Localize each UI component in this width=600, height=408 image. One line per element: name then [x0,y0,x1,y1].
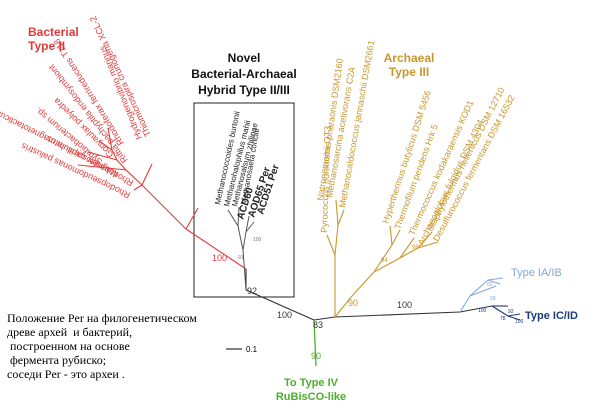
taxon-label: Pyrococcus horikoshii OT3 [319,126,333,233]
bootstrap-value: 100 [212,253,227,263]
bootstrap-value: 92 [247,286,257,296]
bootstrap-value: 100 [277,310,292,320]
type-ia-ib-label: Type IA/IB [511,267,562,279]
bootstrap-value: 90 [348,298,358,308]
bacterial-taxa: Thiomicrospira crunogena XCL-2 Hydrogeno… [0,14,153,200]
bacterial-branches [77,127,247,270]
type1-branches [459,277,521,321]
hybrid-taxa: Methanococcoides burtonii Methanohalophi… [213,110,282,221]
caption-line: построенном на основе [7,339,130,353]
bootstrap-value: 100 [478,308,487,314]
archaeal-group-label-line2: Type III [389,65,429,79]
bootstrap-value: 82 [487,282,493,288]
type4-label-line2: RuBisCO-like [276,391,346,403]
bacterial-stem [185,228,247,270]
bootstrap-values: 100 92 100 83 90 90 100 94 98 91 100 99 … [212,237,524,361]
type4-branch [313,319,317,367]
hybrid-group-label-line1: Novel [228,51,261,65]
bootstrap-value: 92 [508,309,514,315]
bootstrap-value: 90 [311,351,321,361]
caption-line: фермента рубиско; [7,353,107,367]
bootstrap-value: 100 [253,237,262,243]
type-ic-id-label: Type IC/ID [525,310,578,322]
archaeal-group-label-line1: Archaeal [384,51,435,65]
bacterial-group-label-line1: Bacterial [28,25,79,39]
bootstrap-value: 100 [397,300,412,310]
hybrid-group-label-line3: Hybrid Type II/III [198,83,290,97]
russian-caption: Положение Per на филогенетическом древе … [7,311,247,381]
archaeal-branches [326,199,439,318]
caption-line: Положение Per на филогенетическом [7,311,197,325]
bootstrap-value: 78 [500,316,506,322]
bacterial-group-label-line2: Type II [28,39,65,53]
hybrid-group-label-line2: Bacterial-Archaeal [191,67,296,81]
caption-line: соседи Per - это археи . [7,367,125,381]
backbone-branches [245,269,461,321]
bootstrap-value: 98 [412,245,419,251]
scale-bar-label: 0.1 [246,345,258,354]
hybrid-branches [227,206,255,291]
bootstrap-value: 91 [238,255,244,261]
bootstrap-value: 83 [313,320,323,330]
bootstrap-value: 99 [490,296,496,302]
type4-label-line1: To Type IV [284,377,339,389]
hybrid-clade-box [193,102,295,298]
caption-line: древе архей и бактерий, [7,325,133,339]
bootstrap-value: 94 [381,258,388,264]
bootstrap-value: 100 [515,319,524,325]
